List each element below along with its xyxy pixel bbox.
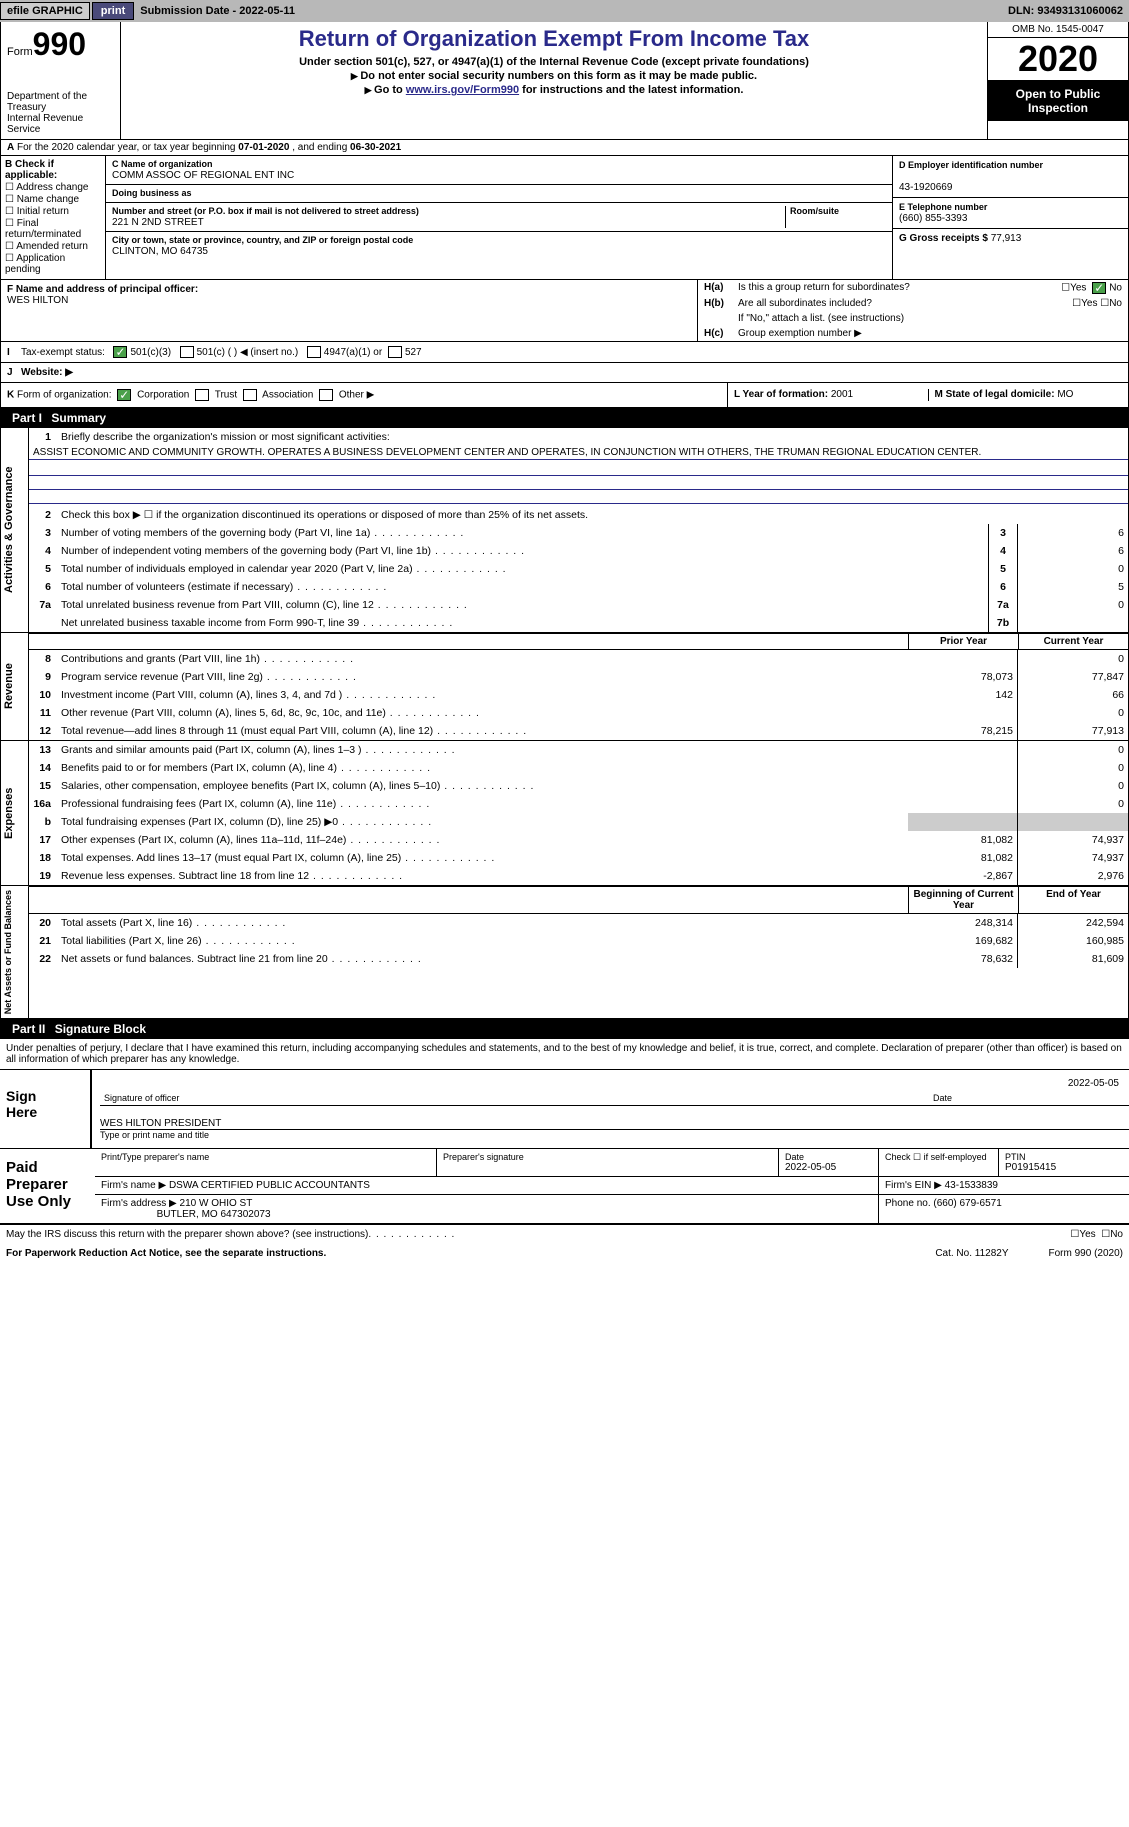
cb-initial-return[interactable]: Initial return [5,206,101,217]
table-row: 22Net assets or fund balances. Subtract … [29,950,1128,968]
gross-receipts: 77,913 [991,233,1022,244]
form-title-box: Return of Organization Exempt From Incom… [121,22,988,139]
part2-header: Part II Signature Block [0,1019,1129,1039]
table-row: 6Total number of volunteers (estimate if… [29,578,1128,596]
cat-no: Cat. No. 11282Y [935,1248,1008,1259]
sect-revenue: Revenue Prior YearCurrent Year 8Contribu… [1,633,1128,741]
table-row: 14Benefits paid to or for members (Part … [29,759,1128,777]
tax-year: 2020 [988,38,1128,81]
officer-name: WES HILTON PRESIDENT [100,1118,221,1129]
sign-here-row: Sign Here 2022-05-05 Signature of office… [0,1069,1129,1148]
box-h: H(a) Is this a group return for subordin… [698,280,1128,341]
table-row: 17Other expenses (Part IX, column (A), l… [29,831,1128,849]
pra-footer: For Paperwork Reduction Act Notice, see … [0,1244,1129,1263]
table-row: 20Total assets (Part X, line 16)248,3142… [29,914,1128,932]
table-row: 11Other revenue (Part VIII, column (A), … [29,704,1128,722]
state-domicile: MO [1057,389,1073,400]
box-deg: D Employer identification number 43-1920… [893,156,1128,279]
table-row: 15Salaries, other compensation, employee… [29,777,1128,795]
form-subtitle-1: Under section 501(c), 527, or 4947(a)(1)… [127,56,981,68]
ha-no-check[interactable] [1092,282,1106,294]
form990-link[interactable]: www.irs.gov/Form990 [406,84,519,96]
cb-address-change[interactable]: Address change [5,182,101,193]
principal-officer: WES HILTON [7,295,68,306]
table-row: 5Total number of individuals employed in… [29,560,1128,578]
table-row: bTotal fundraising expenses (Part IX, co… [29,813,1128,831]
cb-name-change[interactable]: Name change [5,194,101,205]
sect-activities: Activities & Governance 1Briefly describ… [1,428,1128,633]
table-row: 7aTotal unrelated business revenue from … [29,596,1128,614]
table-row: 4Number of independent voting members of… [29,542,1128,560]
form-page: Form 990 (2020) [1049,1248,1123,1259]
telephone: (660) 855-3393 [899,213,967,224]
corp-check[interactable] [117,389,131,401]
table-row: 16aProfessional fundraising fees (Part I… [29,795,1128,813]
table-row: 18Total expenses. Add lines 13–17 (must … [29,849,1128,867]
sect-net-assets: Net Assets or Fund Balances Beginning of… [1,886,1128,1018]
row-k-lm: K Form of organization: Corporation Trus… [0,383,1129,408]
cb-application-pending[interactable]: Application pending [5,253,101,275]
omb-number: OMB No. 1545-0047 [988,22,1128,38]
org-city: CLINTON, MO 64735 [112,246,208,257]
ptin: P01915415 [1005,1162,1056,1173]
table-row: 19Revenue less expenses. Subtract line 1… [29,867,1128,885]
form-header: Form990 Department of the Treasury Inter… [0,22,1129,140]
penalty-text: Under penalties of perjury, I declare th… [0,1039,1129,1069]
open-to-public: Open to Public Inspection [988,81,1128,121]
org-address: 221 N 2ND STREET [112,217,204,228]
firm-address: 210 W OHIO ST [180,1198,253,1209]
form-year-box: OMB No. 1545-0047 2020 Open to Public In… [988,22,1128,139]
form-number-box: Form990 Department of the Treasury Inter… [1,22,121,139]
sect-expenses: Expenses 13Grants and similar amounts pa… [1,741,1128,886]
table-row: 8Contributions and grants (Part VIII, li… [29,650,1128,668]
print-button[interactable]: print [92,2,134,20]
top-bar: efile GRAPHIC print Submission Date - 20… [0,0,1129,22]
form-subtitle-2: Do not enter social security numbers on … [127,70,981,82]
table-row: 9Program service revenue (Part VIII, lin… [29,668,1128,686]
section-a: A For the 2020 calendar year, or tax yea… [0,140,1129,156]
firm-name: DSWA CERTIFIED PUBLIC ACCOUNTANTS [169,1180,370,1191]
table-row: 3Number of voting members of the governi… [29,524,1128,542]
part1-header: Part I Summary [0,408,1129,428]
box-f: F Name and address of principal officer:… [1,280,698,341]
prep-date: 2022-05-05 [785,1162,836,1173]
discuss-row: May the IRS discuss this return with the… [0,1224,1129,1244]
dln-label: DLN: 93493131060062 [1002,3,1129,19]
firm-ein: 43-1533839 [945,1180,998,1191]
org-info-block: B Check if applicable: Address change Na… [0,156,1129,280]
cb-amended-return[interactable]: Amended return [5,241,101,252]
form-subtitle-3: Go to www.irs.gov/Form990 for instructio… [127,84,981,96]
dept-label: Department of the Treasury Internal Reve… [7,91,114,135]
sign-date: 2022-05-05 [100,1078,1129,1089]
year-formation: 2001 [831,389,853,400]
table-row: 13Grants and similar amounts paid (Part … [29,741,1128,759]
mission-text: ASSIST ECONOMIC AND COMMUNITY GROWTH. OP… [29,446,1128,460]
form-title: Return of Organization Exempt From Incom… [127,26,981,52]
efile-label: efile GRAPHIC [0,2,90,20]
preparer-row: Paid Preparer Use Only Print/Type prepar… [0,1148,1129,1224]
box-c: C Name of organization COMM ASSOC OF REG… [106,156,893,279]
part1-summary: Activities & Governance 1Briefly describ… [0,428,1129,1019]
signature-block: Under penalties of perjury, I declare th… [0,1039,1129,1263]
firm-phone: (660) 679-6571 [933,1198,1001,1209]
ein: 43-1920669 [899,182,952,193]
cb-final-return[interactable]: Final return/terminated [5,218,101,240]
table-row: 10Investment income (Part VIII, column (… [29,686,1128,704]
501c3-check[interactable] [113,346,127,358]
org-name: COMM ASSOC OF REGIONAL ENT INC [112,170,294,181]
table-row: Net unrelated business taxable income fr… [29,614,1128,632]
row-j: J Website: ▶ [0,363,1129,383]
officer-group-block: F Name and address of principal officer:… [0,280,1129,342]
row-i: I Tax-exempt status: 501(c)(3) 501(c) ( … [0,342,1129,363]
table-row: 21Total liabilities (Part X, line 26)169… [29,932,1128,950]
box-b: B Check if applicable: Address change Na… [1,156,106,279]
submission-date-label: Submission Date - 2022-05-11 [134,3,301,19]
table-row: 12Total revenue—add lines 8 through 11 (… [29,722,1128,740]
